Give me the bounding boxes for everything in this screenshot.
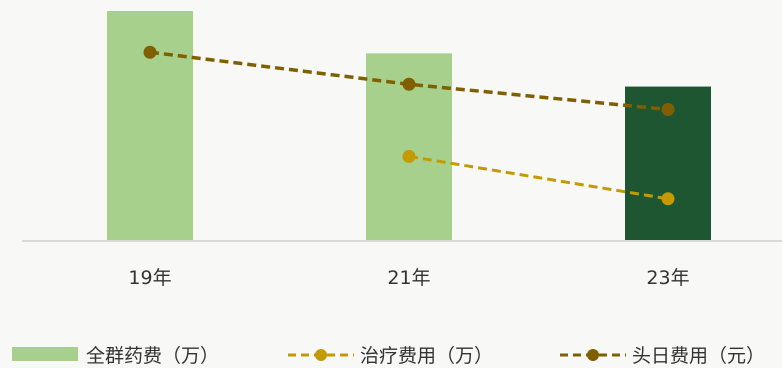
series-line-1 bbox=[408, 154, 669, 201]
x-tick-label-3: 23年 bbox=[646, 267, 689, 289]
bar-1 bbox=[107, 11, 193, 240]
x-tick-label-2: 21年 bbox=[387, 267, 430, 289]
legend-swatch-1 bbox=[12, 347, 78, 361]
series-1-point-1 bbox=[402, 149, 416, 163]
lines-layer bbox=[143, 45, 675, 206]
series-2-point-2 bbox=[402, 77, 416, 91]
series-2-point-1 bbox=[143, 45, 157, 59]
legend-marker-3 bbox=[587, 349, 599, 361]
legend-label-2: 治疗费用（万） bbox=[360, 345, 493, 367]
x-axis-ticks: 19年 21年 23年 bbox=[128, 267, 689, 289]
x-tick-label-1: 19年 bbox=[128, 267, 171, 289]
series-2-point-3 bbox=[661, 102, 675, 116]
legend-label-1: 全群药费（万） bbox=[86, 345, 219, 367]
series-1-point-2 bbox=[661, 192, 675, 206]
bars-layer bbox=[107, 11, 711, 240]
legend-label-3: 头日费用（元） bbox=[632, 345, 765, 367]
legend: 全群药费（万） 治疗费用（万） 头日费用（元） bbox=[12, 345, 765, 367]
legend-marker-2 bbox=[315, 349, 327, 361]
